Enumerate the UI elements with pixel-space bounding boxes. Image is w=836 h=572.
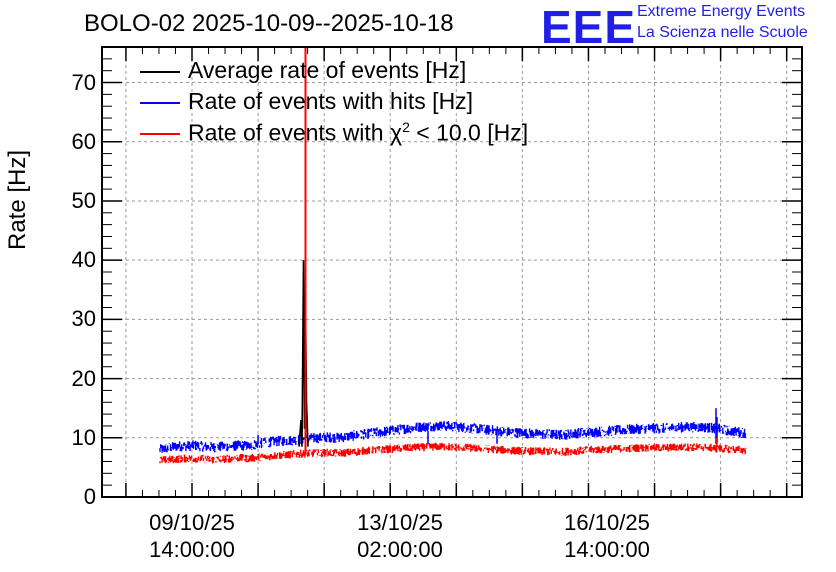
y-tick-label: 60 [71, 128, 96, 154]
eee-logo: EEE [541, 1, 637, 53]
x-tick-label: 13/10/25 02:00:00 [320, 509, 480, 563]
x-tick-time: 14:00:00 [149, 537, 235, 562]
y-tick-label: 20 [71, 365, 96, 391]
brand-line-1: Extreme Energy Events [637, 3, 806, 20]
x-tick-time: 14:00:00 [564, 537, 650, 562]
y-tick-label: 0 [83, 484, 96, 509]
x-tick-label: 16/10/25 14:00:00 [527, 509, 687, 563]
y-tick-label: 10 [71, 424, 96, 450]
legend-average-label: Average rate of events [Hz] [188, 57, 467, 83]
x-tick-date: 09/10/25 [149, 510, 235, 535]
legend-chi2-suffix: < 10.0 [Hz] [409, 119, 529, 146]
grid-lines [102, 47, 802, 497]
x-tick-date: 13/10/25 [357, 510, 443, 535]
series-layer [159, 47, 747, 464]
series-hits-line [159, 421, 747, 453]
x-tick-date: 16/10/25 [564, 510, 650, 535]
legend-chi2-swatch [140, 133, 180, 135]
series-average-spike [298, 260, 309, 447]
y-tick-label: 30 [71, 306, 96, 332]
legend-hits-swatch [140, 102, 180, 104]
tick-marks [102, 46, 802, 498]
x-tick-label: 09/10/25 14:00:00 [112, 509, 272, 563]
legend-average-swatch [140, 71, 180, 73]
legend-chi2-sup: 2 [402, 119, 410, 135]
legend-hits-label: Rate of events with hits [Hz] [188, 88, 474, 114]
chart-title: BOLO-02 2025-10-09--2025-10-18 [84, 10, 454, 37]
series-chi2-line [159, 442, 747, 464]
brand-line-2: La Scienza nelle Scuole [637, 24, 808, 41]
y-axis-label: Rate [Hz] [4, 149, 31, 251]
y-tick-label: 50 [71, 187, 96, 213]
y-tick-label: 40 [71, 247, 96, 273]
legend-chi2-label: Rate of events with χ2 < 10.0 [Hz] [188, 119, 528, 147]
x-tick-time: 02:00:00 [357, 537, 443, 562]
y-tick-label: 70 [71, 69, 96, 95]
legend-chi2-prefix: Rate of events with χ [188, 119, 403, 146]
